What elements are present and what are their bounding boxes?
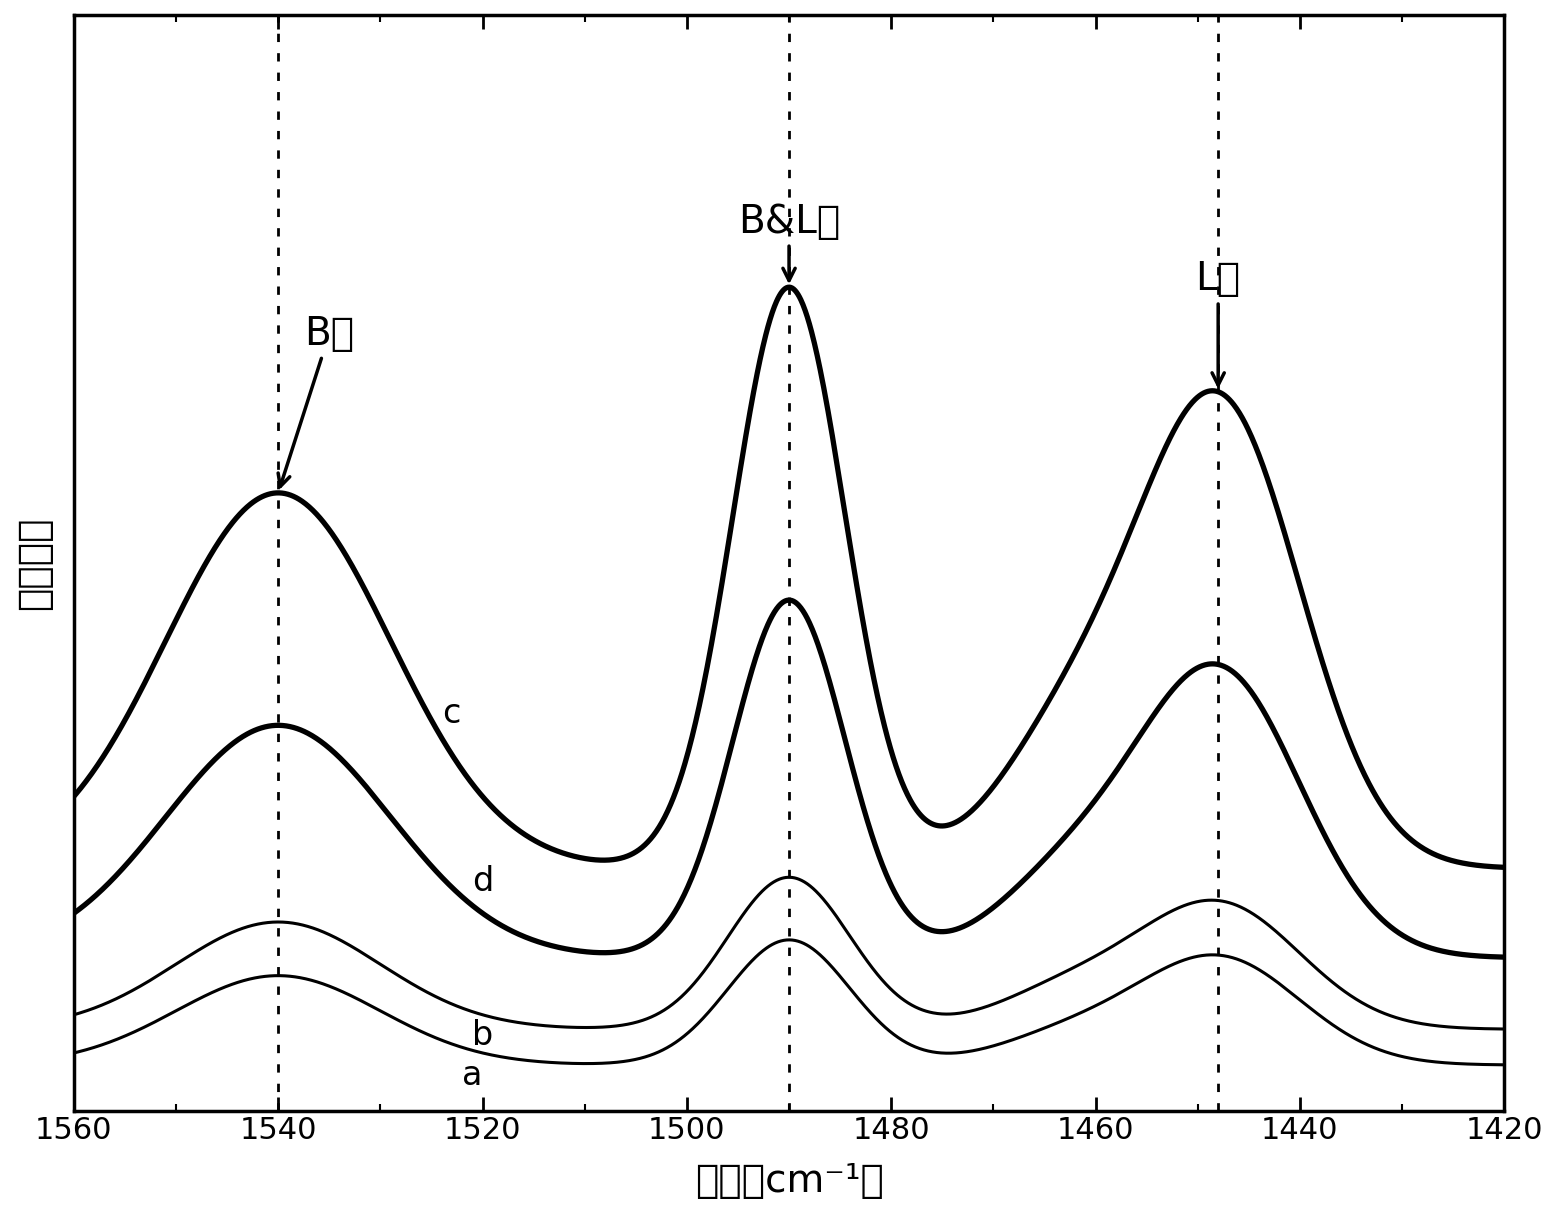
Text: L酸: L酸 — [1195, 260, 1240, 385]
Text: a: a — [463, 1059, 483, 1092]
Text: d: d — [472, 865, 494, 898]
Text: B&L酸: B&L酸 — [738, 203, 840, 281]
Text: b: b — [472, 1019, 494, 1052]
Text: c: c — [441, 697, 460, 730]
Text: B酸: B酸 — [279, 315, 354, 486]
X-axis label: 波数（cm⁻¹）: 波数（cm⁻¹） — [695, 1162, 883, 1200]
Y-axis label: 吸附单元: 吸附单元 — [16, 516, 53, 610]
